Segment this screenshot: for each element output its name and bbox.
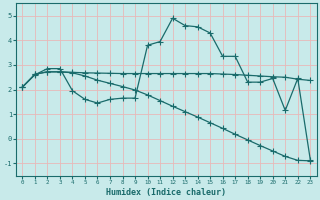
X-axis label: Humidex (Indice chaleur): Humidex (Indice chaleur) [106,188,226,197]
